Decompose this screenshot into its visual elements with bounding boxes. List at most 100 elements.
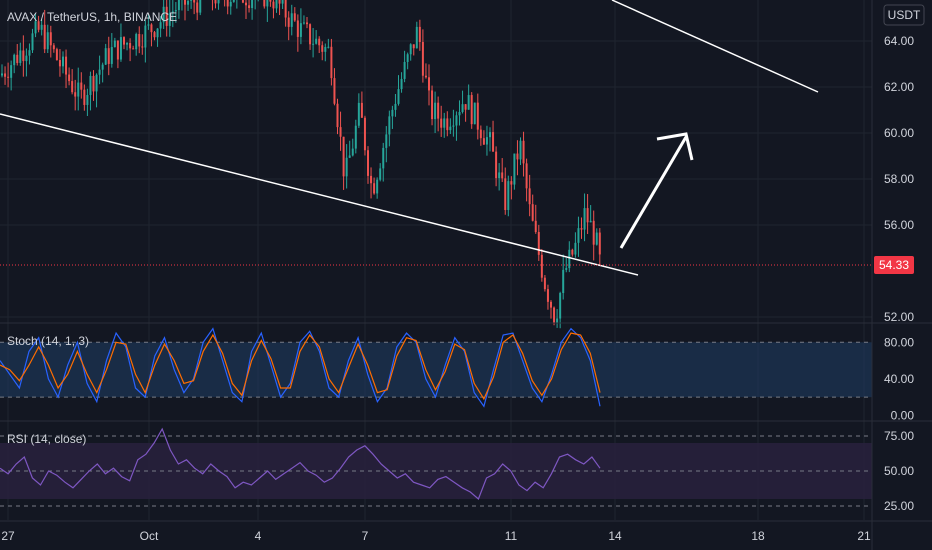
stoch-axis[interactable]: 80.00 40.00 0.00 [884, 335, 914, 422]
candle-body [177, 0, 180, 11]
candle-body [101, 64, 104, 70]
candle-body [431, 90, 434, 120]
candle-body [452, 125, 455, 127]
candle-body [174, 10, 177, 12]
candle-body [147, 24, 150, 26]
candle-body [217, 0, 220, 4]
candle-body [424, 75, 427, 78]
candle-body [7, 76, 10, 78]
candle-body [519, 140, 522, 160]
candle-body [504, 178, 507, 211]
candle-body [302, 22, 305, 24]
candle-body [470, 95, 473, 125]
candle-body [394, 103, 397, 110]
candle-body [107, 48, 110, 64]
candle-body [144, 25, 147, 48]
candle-body [141, 46, 144, 48]
candle-body [330, 46, 333, 79]
candle-body [171, 11, 174, 13]
candle-body [449, 126, 452, 131]
candle-body [312, 43, 315, 45]
candle-body [190, 0, 193, 1]
candle-body [159, 22, 162, 29]
up-arrow-icon[interactable] [619, 132, 694, 249]
candle-body [321, 45, 324, 52]
candle-body [485, 137, 488, 145]
candle-body [382, 147, 385, 169]
upper-trendline[interactable] [611, 0, 819, 93]
candle-body [193, 0, 196, 3]
candle-body [129, 43, 132, 49]
time-tick-label: 18 [751, 529, 765, 543]
time-tick-label: 27 [1, 529, 15, 543]
candle-body [370, 175, 373, 184]
candle-body [80, 82, 83, 90]
candle-body [574, 242, 577, 255]
stoch-title[interactable]: Stoch (14, 1, 3) [7, 334, 89, 348]
price-axis[interactable]: 64.00 62.00 60.00 58.00 56.00 52.00 [884, 34, 914, 324]
candle-body [245, 2, 247, 6]
candle-body [278, 0, 281, 4]
candle-body [296, 20, 299, 37]
candle-body [95, 74, 98, 92]
candle-body [184, 0, 186, 5]
time-tick-label: 11 [505, 529, 518, 543]
rsi-tick-label: 25.00 [884, 499, 914, 513]
candle-body [556, 318, 559, 323]
time-axis[interactable]: 27 Oct 4 7 11 14 18 21 [1, 529, 871, 543]
candle-body [263, 0, 266, 7]
candle-body [571, 249, 574, 255]
candle-body [281, 0, 284, 4]
lower-trendline[interactable] [0, 113, 639, 276]
candle-body [565, 268, 568, 270]
candle-body [501, 172, 504, 179]
candle-body [10, 65, 13, 78]
stoch-k-line [0, 327, 601, 408]
candle-body [43, 24, 46, 50]
stoch-pane [0, 327, 872, 408]
candle-body [403, 61, 406, 79]
candle-body [598, 232, 601, 255]
candle-body [37, 21, 40, 30]
candle-body [351, 148, 354, 156]
rsi-title[interactable]: RSI (14, close) [7, 432, 86, 446]
candle-body [22, 50, 25, 62]
candle-body [104, 48, 107, 65]
candle-body [589, 220, 592, 223]
candle-body [135, 34, 138, 50]
candle-body [287, 17, 290, 27]
candle-body [4, 73, 7, 77]
rsi-axis[interactable]: 75.00 50.00 25.00 [884, 429, 914, 513]
candle-body [580, 228, 583, 230]
symbol-title[interactable]: AVAX / TetherUS, 1h, BINANCE [7, 10, 177, 24]
candle-body [464, 104, 467, 110]
candle-body [348, 155, 351, 158]
candle-body [479, 129, 482, 139]
candle-body [507, 181, 510, 211]
candle-body [543, 277, 546, 290]
candle-body [397, 89, 400, 104]
candle-body [534, 220, 537, 233]
price-tick-label: 62.00 [884, 80, 914, 94]
candle-body [315, 38, 318, 44]
candle-body [455, 115, 458, 126]
candle-body [592, 220, 595, 245]
candle-body [595, 232, 598, 245]
candle-body [409, 44, 412, 55]
candle-body [342, 136, 345, 177]
candle-body [345, 157, 348, 177]
candle-body [498, 172, 501, 179]
candle-body [251, 0, 254, 9]
candle-body [248, 5, 251, 9]
candle-body [266, 0, 269, 7]
candle-body [357, 102, 360, 126]
candle-body [49, 32, 52, 46]
candle-body [379, 168, 382, 180]
candle-body [28, 50, 31, 56]
candle-body [537, 232, 540, 255]
currency-button[interactable]: USDT [883, 4, 925, 26]
candle-body [113, 40, 116, 48]
rsi-tick-label: 50.00 [884, 464, 914, 478]
price-tick-label: 58.00 [884, 172, 914, 186]
